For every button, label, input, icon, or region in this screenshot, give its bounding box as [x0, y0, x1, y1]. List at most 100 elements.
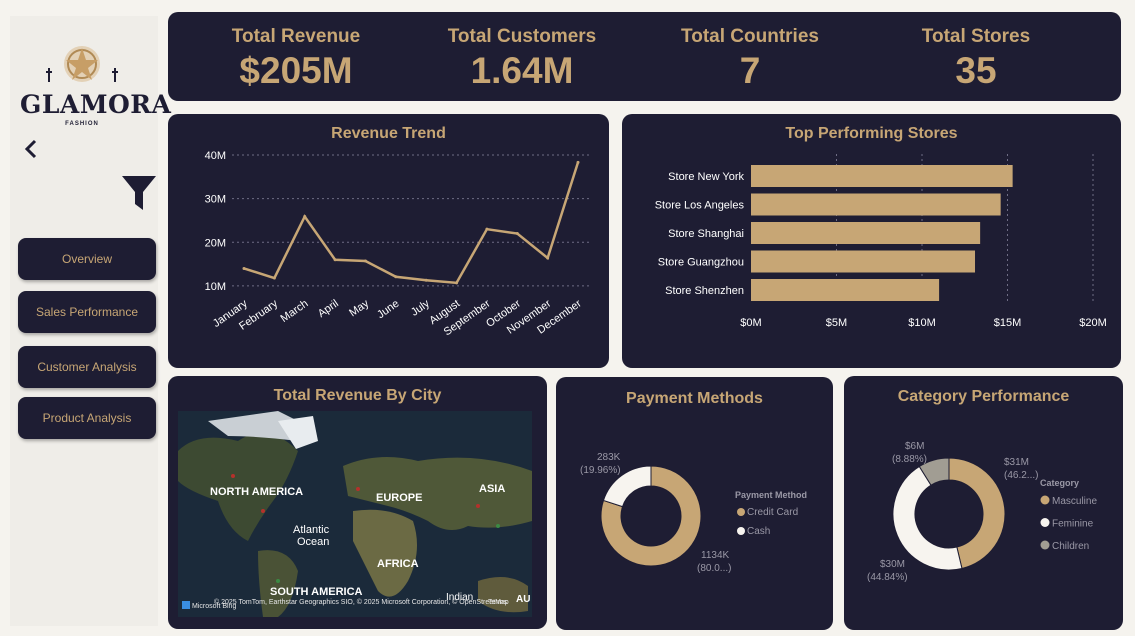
- map-label-indian: Indian: [446, 592, 473, 603]
- map-label-asia: ASIA: [479, 483, 505, 495]
- map-terms-link[interactable]: Terms: [488, 599, 508, 606]
- y-tick-label: 40M: [205, 150, 226, 162]
- logo-emblem-icon: [46, 46, 118, 82]
- bar: [751, 279, 940, 301]
- brand-logo: GLAMORA FASHION: [20, 40, 172, 130]
- bar: [751, 222, 981, 244]
- nav-overview-button[interactable]: Overview: [18, 238, 156, 280]
- x-tick-label: June: [375, 298, 401, 322]
- x-tick-label: $20M: [1079, 317, 1107, 329]
- slice-value-label: $6M: [905, 441, 924, 452]
- x-tick-label: May: [347, 297, 371, 319]
- top-stores-chart[interactable]: $0M $5M $10M $15M $20M Store New York Store Lo…: [622, 114, 1121, 368]
- category-performance-donut[interactable]: $31M (46.2...) $30M (44.84%) $6M (8.88%) Categ…: [844, 376, 1123, 630]
- y-tick-label: 20M: [205, 237, 226, 249]
- kpi-label: Total Countries: [681, 26, 819, 47]
- kpi-panel: Total Revenue $205M Total Customers 1.64…: [168, 12, 1121, 101]
- data-point: [515, 232, 519, 236]
- payment-methods-title: Payment Methods: [626, 390, 763, 407]
- data-point: [455, 281, 459, 285]
- slice-pct-label: (19.96%): [580, 465, 621, 476]
- back-arrow-icon[interactable]: [22, 137, 42, 161]
- data-point: [546, 256, 550, 260]
- slice-pct-label: (46.2...): [1004, 470, 1038, 481]
- filter-icon[interactable]: [120, 174, 158, 212]
- legend-title: Category: [1040, 478, 1079, 488]
- donut-slice: [602, 465, 652, 508]
- y-tick-label: Store New York: [668, 171, 744, 183]
- y-tick-label: 10M: [205, 281, 226, 293]
- kpi-total-stores: Total Stores 35: [900, 12, 1052, 92]
- kpi-label: Total Revenue: [231, 26, 361, 47]
- kpi-total-revenue: Total Revenue $205M: [208, 12, 384, 92]
- map-label-africa: AFRICA: [377, 558, 419, 570]
- payment-methods-panel: Payment Methods 1134K (80.0...) 283K (19.96…: [556, 377, 833, 630]
- map-label-north-america: NORTH AMERICA: [210, 486, 303, 498]
- kpi-value: $205M: [239, 50, 353, 91]
- donut-slice: [948, 457, 1006, 570]
- slice-value-label: 1134K: [701, 550, 730, 561]
- x-tick-label: April: [316, 298, 341, 320]
- data-point: [333, 258, 337, 262]
- map-bing-label: Microsoft Bing: [192, 603, 236, 610]
- x-tick-label: March: [279, 298, 311, 325]
- nav-sales-performance-button[interactable]: Sales Performance: [18, 291, 156, 333]
- slice-pct-label: (80.0...): [697, 563, 731, 574]
- kpi-value: 7: [739, 50, 761, 91]
- nav-product-analysis-button[interactable]: Product Analysis: [18, 397, 156, 439]
- map-label-atlantic: Atlantic: [293, 524, 330, 536]
- category-performance-panel: Category Performance $31M (46.2...) $30M (4…: [844, 376, 1123, 630]
- city-map-panel: Total Revenue By City NORTH AMERICA EURO…: [168, 376, 547, 629]
- x-tick-label: $0M: [740, 317, 761, 329]
- donut-slice: [892, 465, 963, 571]
- top-stores-title: Top Performing Stores: [785, 125, 958, 142]
- revenue-line: [243, 162, 580, 285]
- revenue-trend-title: Revenue Trend: [331, 125, 446, 142]
- legend-marker: [1040, 540, 1050, 550]
- data-point: [576, 160, 580, 164]
- legend-label: Credit Card: [747, 507, 798, 518]
- legend-title: Payment Method: [735, 490, 807, 500]
- slice-value-label: 283K: [597, 452, 621, 463]
- world-map[interactable]: NORTH AMERICA EUROPE ASIA Atlantic Ocean…: [178, 411, 532, 617]
- donut-slice: [918, 457, 950, 486]
- kpi-label: Total Customers: [447, 26, 597, 47]
- legend-label: Masculine: [1052, 496, 1097, 507]
- slice-value-label: $30M: [880, 559, 905, 570]
- kpi-total-customers: Total Customers 1.64M: [430, 12, 614, 92]
- data-point: [424, 278, 428, 282]
- data-point: [485, 227, 489, 231]
- legend-label: Feminine: [1052, 519, 1094, 530]
- y-tick-label: Store Shenzhen: [665, 285, 744, 297]
- slice-pct-label: (8.88%): [892, 454, 927, 465]
- legend-marker: [737, 527, 745, 535]
- legend-label: Children: [1052, 541, 1089, 552]
- brand-tagline: FASHION: [65, 121, 99, 127]
- city-map-title: Total Revenue By City: [273, 387, 442, 404]
- kpi-value: 35: [955, 50, 997, 91]
- bar: [751, 165, 1013, 187]
- bar: [751, 193, 1001, 216]
- data-point: [272, 276, 276, 280]
- y-tick-label: 30M: [205, 194, 226, 206]
- nav-customer-analysis-button[interactable]: Customer Analysis: [18, 346, 156, 388]
- slice-pct-label: (44.84%): [867, 572, 908, 583]
- kpi-value: 1.64M: [470, 50, 574, 91]
- data-point: [394, 275, 398, 279]
- x-tick-label: $5M: [826, 317, 847, 329]
- legend-label: Cash: [747, 526, 770, 537]
- category-performance-title: Category Performance: [897, 388, 1070, 405]
- map-label-ocean: Ocean: [297, 536, 329, 548]
- bing-logo-icon: [182, 601, 190, 609]
- x-tick-label: $15M: [994, 317, 1022, 329]
- legend-marker: [1040, 495, 1050, 505]
- brand-name: GLAMORA: [20, 90, 172, 119]
- top-stores-panel: Top Performing Stores $0M $5M $10M $15M $20M…: [622, 114, 1121, 368]
- legend-marker: [737, 508, 745, 516]
- revenue-trend-panel: Revenue Trend 10M 20M 30M 40M January Februar…: [168, 114, 609, 368]
- data-point: [363, 259, 367, 263]
- slice-value-label: $31M: [1004, 457, 1029, 468]
- payment-methods-donut[interactable]: 1134K (80.0...) 283K (19.96%) Payment Method…: [556, 377, 833, 630]
- x-tick-label: $10M: [908, 317, 936, 329]
